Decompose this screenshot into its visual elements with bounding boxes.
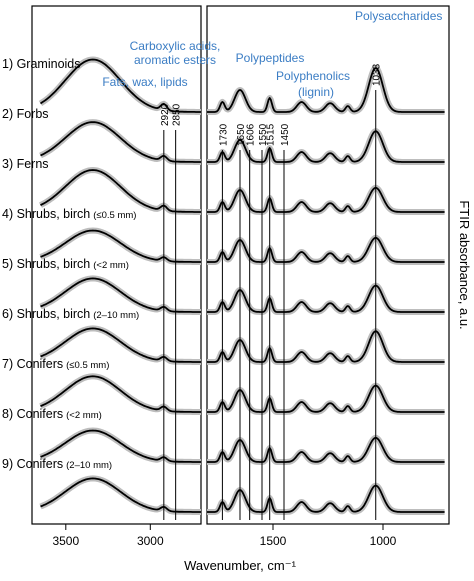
series-label: 3) Ferns	[2, 157, 49, 171]
series-label: 1) Graminoids	[2, 57, 81, 71]
series-band	[205, 382, 447, 415]
series-band	[39, 167, 203, 215]
series-line	[207, 67, 445, 113]
series-label-note: (2–10 mm)	[93, 310, 139, 321]
series-band	[39, 325, 203, 365]
series-line	[207, 186, 445, 213]
series-label: 4) Shrubs, birch (≤0.5 mm)	[2, 207, 136, 221]
annotation-text: Fats, wax, lipids	[102, 75, 187, 89]
series-line	[40, 477, 201, 513]
series-line	[40, 429, 201, 463]
series-band	[205, 282, 447, 315]
series-band	[39, 475, 203, 515]
annotation-text: aromatic esters	[134, 53, 216, 67]
annotation-text: Carboxylic acids,	[130, 39, 221, 53]
band-label: 1650	[236, 123, 247, 146]
series-line	[207, 384, 445, 413]
series-label: 7) Conifers (≤0.5 mm)	[2, 357, 109, 371]
series-line	[40, 327, 201, 363]
series-label: 9) Conifers (2–10 mm)	[2, 457, 112, 471]
series-band	[205, 482, 447, 515]
series-band	[39, 119, 203, 165]
series-line	[40, 375, 201, 413]
band-label: 1606	[246, 123, 257, 146]
series-line	[207, 330, 445, 363]
band-label: 1515	[266, 123, 277, 146]
annotation-text: (lignin)	[298, 85, 334, 99]
series-label-note: (<2 mm)	[93, 260, 129, 271]
series-line	[207, 484, 445, 513]
band-label: 1730	[218, 123, 229, 146]
series-line	[40, 121, 201, 163]
series-label: 8) Conifers (<2 mm)	[2, 407, 102, 421]
x-tick-label: 1500	[260, 534, 287, 548]
series-line	[207, 284, 445, 313]
band-label: 2850	[172, 103, 183, 126]
series-line	[39, 58, 201, 113]
series-label: 2) Forbs	[2, 107, 49, 121]
series-line	[40, 277, 201, 313]
series-line	[207, 130, 445, 163]
annotation-text: Polysaccharides	[355, 9, 442, 23]
series-line	[40, 169, 201, 213]
series-label-note: (≤0.5 mm)	[93, 210, 136, 221]
band-label: 1550	[258, 123, 269, 146]
series-label-note: (2–10 mm)	[66, 460, 112, 471]
series-label: 6) Shrubs, birch (2–10 mm)	[2, 307, 139, 321]
series-label: 5) Shrubs, birch (<2 mm)	[2, 257, 129, 271]
series-band	[39, 373, 203, 415]
x-axis-label: Wavenumber, cm⁻¹	[184, 558, 297, 573]
series-label-note: (<2 mm)	[66, 410, 102, 421]
x-tick-label: 3000	[137, 534, 164, 548]
series-line	[40, 229, 201, 263]
series-line	[207, 236, 445, 263]
band-label: 2920	[160, 103, 171, 126]
x-tick-label: 3500	[52, 534, 79, 548]
series-label-note: (≤0.5 mm)	[66, 360, 109, 371]
series-line	[207, 436, 445, 463]
series-band	[39, 427, 203, 465]
annotation-text: Polypeptides	[236, 51, 305, 65]
y-axis-label: FTIR absorbance, a.u.	[457, 200, 472, 329]
band-label: 1033	[372, 63, 383, 86]
band-label: 1450	[280, 123, 291, 146]
annotation-text: Polyphenolics	[276, 69, 350, 83]
x-tick-label: 1000	[370, 534, 397, 548]
